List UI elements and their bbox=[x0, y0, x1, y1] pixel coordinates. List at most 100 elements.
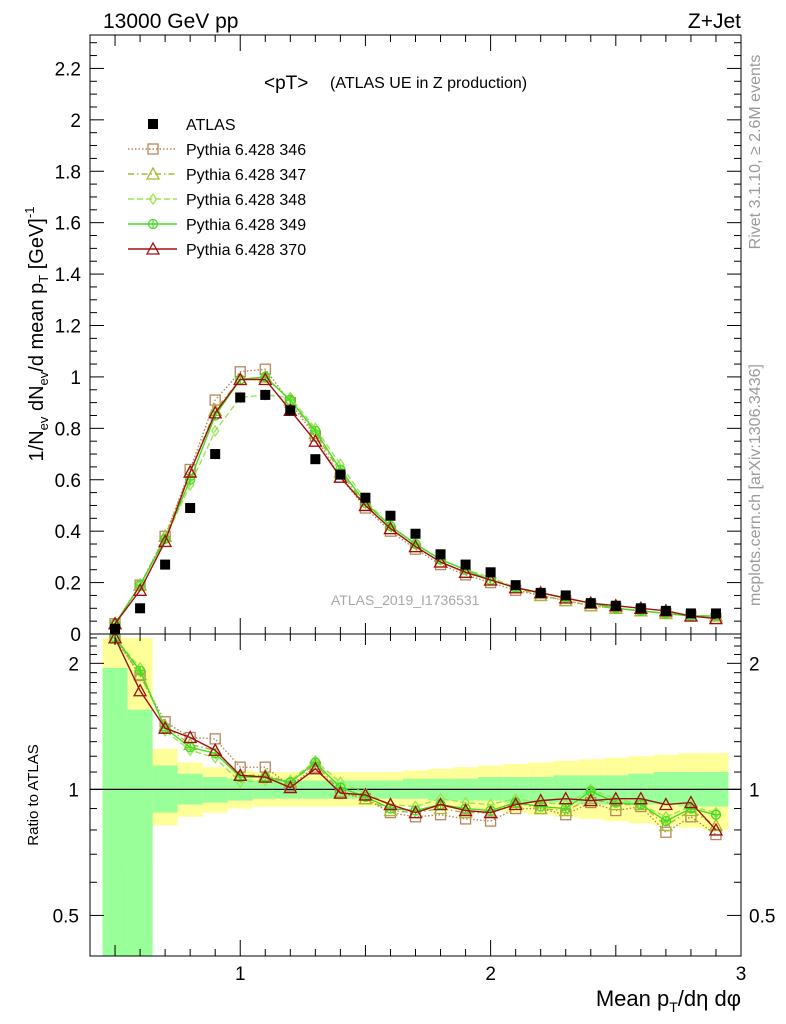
ratio-point bbox=[308, 761, 323, 775]
atlas-data-point bbox=[435, 549, 446, 560]
ratio-point bbox=[660, 826, 672, 838]
ratio-tick-label-right: 0.5 bbox=[749, 906, 775, 927]
series-point bbox=[184, 463, 196, 476]
ratio-point bbox=[583, 793, 598, 807]
y-tick-label: 1 bbox=[70, 368, 81, 389]
series-6-428-346 bbox=[109, 363, 722, 630]
header-beam-energy: 13000 GeV pp bbox=[103, 10, 238, 33]
ratio-tick-label-right: 1 bbox=[749, 780, 760, 801]
legend-marker bbox=[145, 241, 161, 255]
ratio-point bbox=[683, 795, 699, 809]
ratio-point bbox=[185, 742, 196, 753]
ratio-y-axis-label: Ratio to ATLAS bbox=[25, 744, 42, 845]
legend-label: Pythia 6.428 349 bbox=[186, 217, 306, 234]
ratio-tick-label-left: 1 bbox=[68, 780, 79, 801]
ratio-point bbox=[658, 797, 673, 811]
ratio-point bbox=[660, 815, 672, 827]
main-panel: 0 0.2 0.4 0.6 0.8 1 1.2 1.4 1.6 1.8 2 2.2 bbox=[55, 34, 742, 646]
series-point bbox=[383, 521, 398, 535]
ratio-point bbox=[535, 801, 546, 812]
atlas-data-point bbox=[185, 503, 196, 514]
ratio-point bbox=[608, 791, 623, 805]
x-tick-label: 2 bbox=[485, 964, 496, 985]
ratio-point bbox=[484, 815, 497, 827]
atlas-data-point bbox=[385, 510, 396, 521]
legend-label: Pythia 6.428 346 bbox=[186, 142, 306, 159]
ratio-line bbox=[114, 637, 717, 836]
main-y-axis: 0 0.2 0.4 0.6 0.8 1 1.2 1.4 1.6 1.8 2 2.2 bbox=[55, 42, 741, 646]
green-band-segment bbox=[127, 709, 153, 956]
rivet-version-label: Rivet 3.1.10, ≥ 2.6M events bbox=[747, 55, 764, 250]
atlas-data-point bbox=[235, 392, 246, 403]
ratio-series-layer bbox=[107, 634, 724, 841]
legend-marker bbox=[148, 119, 158, 129]
series-line bbox=[114, 394, 716, 625]
y-tick-label: 2 bbox=[70, 111, 81, 132]
series-6-428-349 bbox=[109, 371, 722, 629]
atlas-data-point bbox=[410, 528, 421, 539]
ratio-point bbox=[533, 801, 548, 815]
green-band-segment bbox=[402, 778, 429, 799]
ratio-point bbox=[183, 730, 198, 744]
legend-marker bbox=[148, 192, 158, 206]
ratio-point bbox=[508, 797, 523, 811]
ratio-series bbox=[107, 634, 724, 836]
ratio-point bbox=[260, 774, 270, 787]
atlas-data-point bbox=[160, 559, 171, 570]
atlas-data-point bbox=[310, 454, 321, 465]
series-point bbox=[483, 572, 498, 586]
ratio-point bbox=[134, 665, 146, 676]
ratio-point bbox=[132, 683, 148, 697]
y-tick-label: 1.4 bbox=[55, 265, 82, 286]
ratio-point bbox=[708, 818, 724, 832]
atlas-data-point bbox=[685, 608, 696, 619]
ratio-point bbox=[283, 780, 298, 794]
y-tick-label: 1.6 bbox=[55, 214, 81, 235]
ratio-point bbox=[558, 791, 573, 805]
atlas-data-point bbox=[535, 587, 546, 598]
legend-label: Pythia 6.428 348 bbox=[186, 192, 306, 209]
ratio-point bbox=[209, 733, 221, 745]
ratio-point bbox=[258, 769, 273, 783]
ratio-point bbox=[558, 803, 573, 817]
ratio-point bbox=[158, 720, 173, 734]
series-point bbox=[358, 498, 373, 512]
y-tick-label: 0.8 bbox=[55, 419, 81, 440]
series-point bbox=[308, 433, 323, 447]
legend-entry: Pythia 6.428 346 bbox=[128, 142, 306, 159]
ratio-point bbox=[635, 799, 646, 810]
legend-marker bbox=[145, 166, 161, 180]
ratio-point bbox=[333, 785, 348, 799]
legend-marker bbox=[147, 143, 159, 155]
green-band-segment bbox=[102, 667, 128, 956]
atlas-data-point bbox=[460, 559, 471, 570]
ratio-line bbox=[114, 637, 717, 831]
main-series-layer bbox=[107, 363, 724, 630]
legend-entry: Pythia 6.428 349 bbox=[128, 217, 306, 234]
legend-marker bbox=[147, 218, 159, 230]
ratio-point bbox=[633, 791, 648, 805]
ratio-y-axis: 0.5 0.5 1 1 2 2 bbox=[53, 637, 775, 927]
atlas-data-point bbox=[335, 469, 346, 480]
ratio-point bbox=[583, 791, 598, 805]
ratio-point bbox=[533, 793, 548, 807]
ratio-tick-label-right: 2 bbox=[749, 654, 760, 675]
legend-entry: Pythia 6.428 347 bbox=[128, 166, 306, 184]
y-tick-label: 0.4 bbox=[55, 522, 82, 543]
ratio-point bbox=[685, 803, 697, 814]
plot-subtitle: (ATLAS UE in Z production) bbox=[330, 75, 527, 92]
ratio-point bbox=[208, 742, 223, 756]
ratio-point bbox=[434, 809, 447, 821]
series-point bbox=[433, 554, 448, 568]
y-tick-label: 2.2 bbox=[55, 59, 81, 80]
ratio-point bbox=[459, 813, 472, 825]
ratio-point bbox=[408, 805, 423, 819]
x-axis: 1 2 3 bbox=[89, 35, 746, 985]
y-tick-label: 0.2 bbox=[55, 574, 81, 595]
ratio-point bbox=[433, 797, 448, 811]
series-point bbox=[233, 372, 248, 386]
legend-entry-atlas: ATLAS bbox=[148, 117, 236, 134]
y-tick-label: 0.6 bbox=[55, 471, 81, 492]
plot-title: <pT> bbox=[264, 73, 308, 94]
